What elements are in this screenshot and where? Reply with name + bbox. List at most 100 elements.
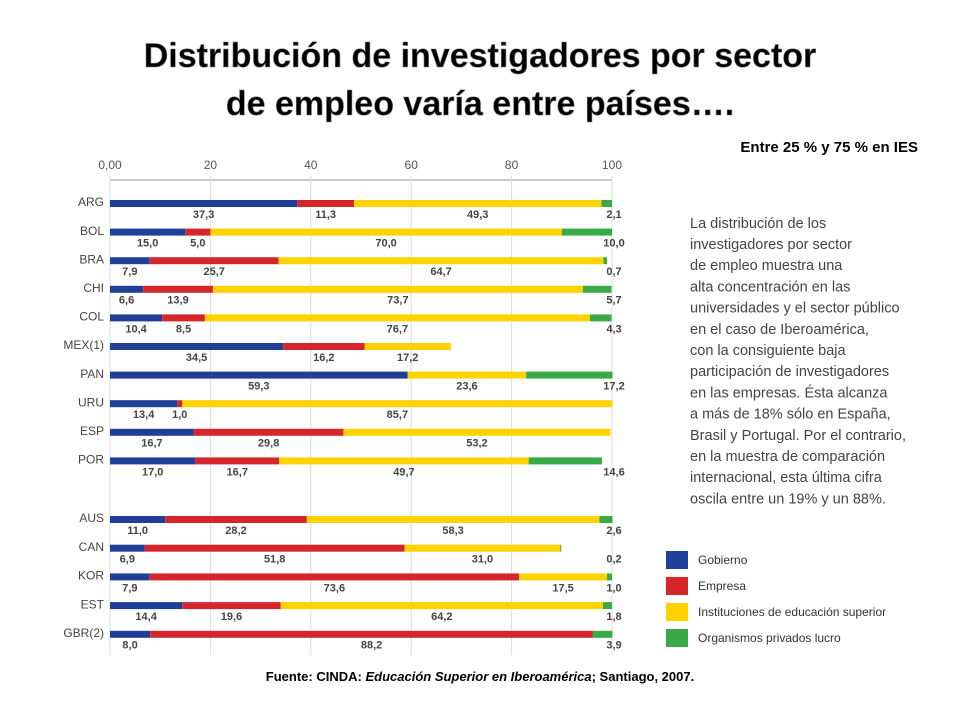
note-line: con la consiguiente baja (690, 343, 847, 359)
category-label: URU (78, 395, 104, 409)
source: Fuente: CINDA: Educación Superior en Ibe… (266, 669, 694, 684)
bar-segment (110, 428, 194, 436)
value-label: 16,7 (141, 438, 162, 450)
x-tick-label: 40 (304, 158, 318, 172)
value-label: 10,0 (603, 238, 624, 250)
bar-segment (212, 285, 583, 293)
legend-swatch (666, 577, 688, 595)
value-label: 31,0 (472, 554, 493, 566)
bar-segment (110, 544, 145, 552)
value-label: 6,6 (119, 295, 134, 307)
x-tick-label: 100 (602, 158, 622, 172)
value-label: 51,8 (264, 554, 285, 566)
bar-segment (582, 285, 612, 293)
legend-label: Empresa (698, 579, 746, 593)
note-line: universidades y el sector público (690, 301, 900, 317)
bar-segment (110, 200, 298, 207)
bar-segment (143, 285, 213, 293)
bar-segment (195, 457, 280, 465)
bar-segment (343, 428, 611, 436)
bar-segment (149, 573, 520, 581)
bar-segment (110, 630, 151, 638)
bar-segment (210, 228, 562, 236)
bar-segment (110, 228, 186, 236)
bar-segment (353, 200, 602, 207)
bar-segment (283, 343, 365, 350)
value-label: 49,3 (467, 209, 488, 221)
bar-segment (297, 200, 354, 207)
x-tick-label: 20 (204, 158, 218, 172)
value-label: 53,2 (466, 438, 487, 450)
legend-label: Organismos privados lucro (698, 631, 841, 645)
value-label: 29,8 (258, 438, 279, 450)
note-line: Brasil y Portugal. Por el contrario, (690, 428, 906, 444)
category-label: CAN (79, 540, 104, 554)
bar-segment (606, 573, 612, 581)
legend-swatch (666, 629, 688, 647)
value-label: 17,2 (603, 381, 624, 393)
category-label: COL (79, 310, 104, 324)
value-label: 85,7 (387, 409, 408, 421)
bar-segment (364, 343, 451, 350)
note-line: oscila entre un 19% y un 88%. (690, 491, 886, 507)
bar-segment (204, 314, 590, 322)
bar-segment (110, 457, 196, 465)
value-label: 25,7 (203, 266, 224, 278)
category-label: ARG (78, 195, 104, 209)
x-tick-label: 60 (405, 158, 419, 172)
value-label: 73,6 (324, 582, 345, 594)
source-suffix: ; Santiago, 2007. (592, 669, 695, 684)
value-label: 17,5 (552, 582, 573, 594)
bar-segment (110, 400, 178, 408)
bar-segment (177, 400, 183, 408)
value-label: 34,5 (186, 352, 207, 364)
value-label: 64,7 (430, 266, 451, 278)
legend-label: Gobierno (698, 553, 748, 567)
bar-segment (560, 544, 562, 552)
value-label: 15,0 (137, 238, 158, 250)
category-label: BRA (79, 252, 104, 266)
value-label: 64,2 (431, 611, 452, 623)
value-label: 14,4 (135, 611, 157, 623)
value-label: 73,7 (387, 295, 408, 307)
note-line: en el caso de Iberoamérica, (690, 322, 869, 338)
value-label: 16,7 (227, 466, 248, 478)
category-label: KOR (78, 569, 104, 583)
x-tick-label: 80 (505, 158, 519, 172)
value-label: 28,2 (225, 525, 246, 537)
category-label: CHI (83, 281, 104, 295)
category-label: GBR(2) (63, 626, 104, 640)
category-label: MEX(1) (63, 338, 104, 352)
bar-segment (601, 200, 612, 207)
value-label: 0,2 (606, 554, 621, 566)
note-line: de empleo muestra una (690, 258, 843, 274)
bar-segment (404, 544, 561, 552)
value-label: 88,2 (361, 640, 382, 652)
value-label: 17,2 (397, 352, 418, 364)
category-label: ESP (80, 424, 104, 438)
bar-segment (165, 516, 307, 523)
bar-segment (306, 516, 600, 523)
bar-segment (280, 602, 603, 610)
value-label: 5,0 (190, 238, 205, 250)
subtitle: Entre 25 % y 75 % en IES (740, 139, 918, 156)
value-label: 49,7 (393, 466, 414, 478)
category-label: BOL (80, 224, 104, 238)
category-label: AUS (79, 511, 104, 525)
bar-segment (278, 257, 604, 265)
value-label: 59,3 (248, 381, 269, 393)
value-label: 1,0 (172, 409, 187, 421)
value-label: 11,0 (127, 525, 148, 537)
value-label: 2,6 (606, 525, 621, 537)
value-label: 8,5 (176, 323, 191, 335)
bar-segment (528, 457, 602, 465)
bar-segment (589, 314, 612, 322)
category-label: PAN (80, 367, 104, 381)
legend-label: Instituciones de educación superior (698, 605, 886, 619)
category-label: POR (78, 453, 104, 467)
value-label: 4,3 (606, 323, 621, 335)
value-label: 13,9 (167, 295, 188, 307)
value-label: 11,3 (315, 209, 336, 221)
value-label: 17,0 (142, 466, 163, 478)
